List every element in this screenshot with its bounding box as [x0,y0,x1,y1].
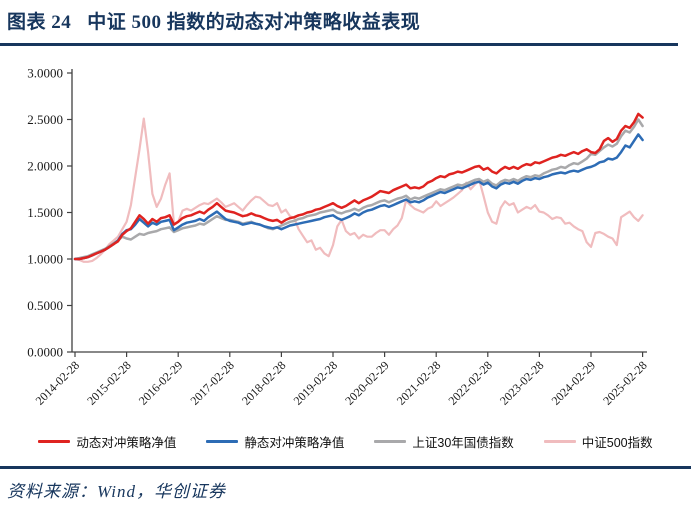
legend-swatch-icon [38,440,71,443]
x-tick-label: 2014-02-28 [33,358,82,407]
series-line-1 [73,133,644,261]
line-chart: 0.0000 0.5000 1.0000 1.5000 2.0000 2.5000 3.00… [27,66,649,408]
legend-label: 动态对冲策略净值 [76,436,177,450]
legend-swatch-icon [543,440,576,443]
legend-label: 中证500指数 [581,436,653,450]
legend-label: 上证30年国债指数 [412,436,514,450]
x-tick-label: 2020-02-29 [342,358,391,407]
x-tick-label: 2018-02-28 [239,358,288,407]
figure-label: 图表 24 [7,12,72,33]
y-tick-label: 0.5000 [27,298,63,313]
x-tick-label: 2015-02-28 [84,358,133,407]
y-tick-label: 0.0000 [27,345,63,360]
x-tick-label: 2017-02-28 [187,358,236,407]
y-tick-label: 1.5000 [27,205,63,220]
figure-header: 图表 24 中证 500 指数的动态对冲策略收益表现 [7,7,687,34]
chart-legend: 动态对冲策略净值 静态对冲策略净值 上证30年国债指数 中证500指数 [0,432,691,451]
series-line-2 [73,118,644,261]
x-tick-label: 2016-02-29 [136,358,185,407]
y-tick-label: 2.0000 [27,159,63,174]
x-tick-label: 2024-02-29 [549,358,598,407]
chart-container: 0.0000 0.5000 1.0000 1.5000 2.0000 2.5000 3.00… [0,55,691,430]
series-line-3 [73,117,644,263]
y-tick-label: 3.0000 [27,66,63,81]
y-tick-label: 1.0000 [27,252,63,267]
legend-swatch-icon [374,440,407,443]
legend-label: 静态对冲策略净值 [244,436,345,450]
footer-divider [0,466,691,469]
figure-title: 中证 500 指数的动态对冲策略收益表现 [87,12,421,33]
legend-item-2: 上证30年国债指数 [374,432,514,451]
x-tick-label: 2019-02-28 [291,358,340,407]
x-tick-label: 2025-02-28 [600,358,649,407]
legend-item-0: 动态对冲策略净值 [38,432,176,451]
x-tick-label: 2021-02-28 [394,358,443,407]
title-divider [0,43,678,46]
y-tick-label: 2.5000 [27,112,63,127]
x-tick-label: 2022-02-28 [445,358,494,407]
legend-item-3: 中证500指数 [543,432,653,451]
source-note: 资料来源：Wind，华创证券 [7,482,226,501]
x-tick-label: 2023-02-28 [497,358,546,407]
legend-item-1: 静态对冲策略净值 [206,432,344,451]
legend-swatch-icon [206,440,239,443]
series-line-0 [73,112,644,261]
